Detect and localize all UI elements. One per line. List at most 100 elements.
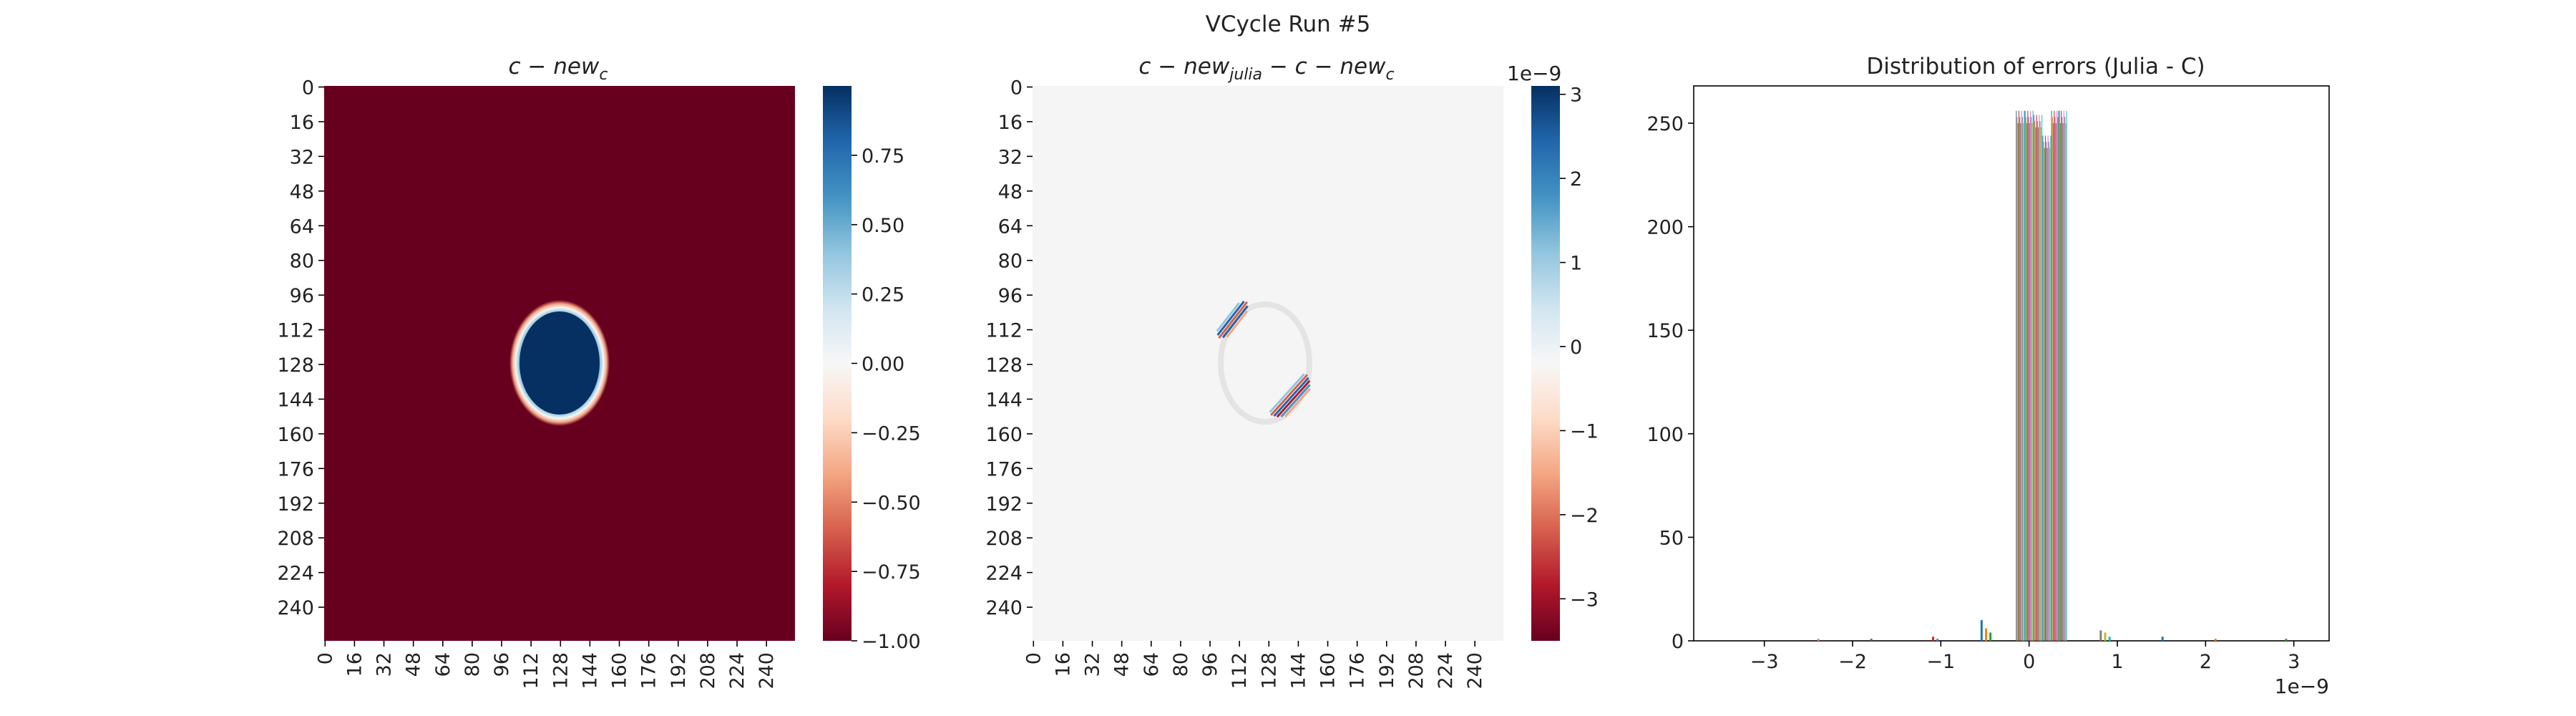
x-tick-label: −1: [1926, 651, 1955, 673]
histogram-tail-bar: [1936, 639, 1939, 641]
x-tick-label: 128: [1258, 652, 1280, 690]
y-tick-label: 176: [277, 458, 314, 480]
x-tick-label: 224: [1435, 652, 1457, 690]
y-tick-label: 64: [290, 216, 314, 238]
x-tick-label: −3: [1750, 651, 1779, 673]
panel-2-colorbar-exponent: 1e−9: [1507, 62, 1561, 85]
panel-1-y-ticks: 0 16 32 48 64 80 96 112 128 144 160 176 192 208 224 240: [277, 77, 324, 619]
histogram-tail-bar: [1817, 639, 1820, 641]
y-tick-label: 64: [998, 216, 1023, 238]
panel-2-colorbar: [1531, 86, 1560, 641]
histogram-bar: [2061, 110, 2062, 642]
histogram-tail-bar: [2285, 639, 2288, 641]
colorbar-tick-label: −0.25: [862, 422, 921, 445]
histogram-bar: [2026, 123, 2028, 641]
histogram-tail-bar: [2099, 630, 2102, 641]
y-tick-label: 160: [277, 424, 314, 446]
y-tick-label: 96: [290, 285, 314, 307]
x-tick-label: 16: [343, 652, 366, 677]
histogram-bar: [2044, 135, 2046, 642]
histogram-tail-bar: [2161, 637, 2164, 641]
histogram-tail-bar: [1932, 637, 1934, 641]
x-tick-label: 240: [756, 652, 778, 690]
y-tick-label: 80: [998, 251, 1023, 273]
colorbar-tick-label: 0.00: [862, 354, 904, 376]
y-tick-label: 192: [985, 493, 1023, 516]
x-tick-label: 176: [1347, 652, 1369, 690]
colorbar-tick-label: 2: [1570, 168, 1582, 190]
histogram-tail-bar: [1870, 639, 1873, 641]
histogram-tail-bar: [2214, 639, 2217, 641]
x-tick-label: 192: [668, 652, 690, 690]
y-tick-label: 240: [985, 597, 1023, 619]
histogram-bar: [2055, 123, 2057, 641]
histogram-bar: [2047, 135, 2049, 642]
x-tick-label: 192: [1376, 652, 1398, 690]
x-tick-label: 0: [314, 652, 336, 664]
histogram-bar: [2059, 123, 2062, 641]
histogram-bar: [2021, 117, 2024, 642]
panel-2-faint-ring: [1218, 301, 1312, 425]
panel-3-title: Distribution of errors (Julia - C): [1866, 54, 2205, 79]
panel-1-title: c − newc: [509, 54, 608, 84]
panel-3-y-ticks: 0 50 100 150 200 250: [1646, 113, 1694, 653]
x-tick-label: 96: [491, 652, 513, 677]
x-tick-label: 0: [2023, 651, 2035, 673]
y-tick-label: 250: [1646, 113, 1684, 135]
panel-2-error-streak-lower: [1269, 373, 1312, 418]
histogram-bar: [2031, 123, 2033, 641]
colorbar-tick-label: −0.50: [862, 492, 921, 514]
colorbar-tick-label: 3: [1570, 84, 1582, 107]
colorbar-tick-label: −0.75: [862, 561, 921, 584]
x-tick-label: 144: [1287, 652, 1309, 690]
y-tick-label: 0: [1010, 77, 1023, 100]
x-tick-label: 32: [1082, 652, 1104, 677]
panel-3-bars: [1817, 110, 2288, 642]
y-tick-label: 16: [998, 112, 1023, 134]
histogram-bar: [2036, 121, 2038, 641]
x-tick-label: 112: [520, 652, 542, 690]
y-tick-label: 0: [1672, 631, 1684, 653]
x-tick-label: 2: [2200, 651, 2212, 673]
histogram-bar: [2058, 110, 2059, 642]
y-tick-label: 16: [290, 112, 314, 134]
colorbar-tick-label: −1: [1570, 420, 1599, 442]
panel-2-heatmap: c − newjulia − c − newc 0163248648096112…: [985, 54, 1598, 690]
y-tick-label: 48: [998, 181, 1023, 203]
colorbar-tick-label: 0.25: [862, 284, 904, 306]
y-tick-label: 144: [985, 389, 1023, 411]
colorbar-tick-label: −2: [1570, 505, 1599, 527]
y-tick-label: 80: [290, 251, 314, 273]
colorbar-tick-label: 1: [1570, 253, 1582, 275]
y-tick-label: 96: [998, 285, 1023, 307]
histogram-bar: [2059, 117, 2060, 642]
x-tick-label: 80: [1170, 652, 1192, 677]
x-tick-label: 144: [579, 652, 601, 690]
histogram-tail-bar: [1985, 628, 1987, 641]
histogram-tail-bar: [2108, 637, 2111, 641]
x-tick-label: 16: [1052, 652, 1074, 677]
histogram-bar: [2049, 147, 2051, 642]
panel-2-colorbar-ticks: 3 2 1 0 −1 −2 −3: [1560, 84, 1599, 611]
y-tick-label: 176: [985, 458, 1023, 480]
histogram-bar: [2016, 117, 2018, 642]
panel-1-x-ticks: 0 16 32 48 64 80 96 112 128 144 160 176 192 208 224 240: [314, 641, 778, 690]
histogram-bar: [2034, 121, 2036, 641]
histogram-bar: [2044, 147, 2045, 642]
y-tick-label: 32: [998, 146, 1023, 168]
x-tick-label: 128: [550, 652, 572, 690]
histogram-bar: [2032, 110, 2034, 642]
panel-1-colorbar-ticks: 0.75 0.50 0.25 0.00 −0.25 −0.50 −0.75 −1.00: [852, 145, 921, 653]
y-tick-label: 224: [985, 563, 1023, 585]
panel-3-x-ticks: −3 −2 −1 0 1 2 3: [1750, 641, 2300, 673]
y-tick-label: 112: [277, 320, 314, 342]
histogram-bar: [2024, 110, 2026, 642]
histogram-bar: [2046, 147, 2048, 642]
x-tick-label: 208: [1405, 652, 1428, 690]
histogram-bar: [2039, 121, 2041, 641]
y-tick-label: 50: [1659, 527, 1684, 549]
histogram-bar: [2019, 117, 2021, 642]
panel-1-ellipse-core: [519, 311, 600, 415]
x-tick-label: 160: [609, 652, 631, 690]
histogram-bar: [2020, 123, 2021, 641]
